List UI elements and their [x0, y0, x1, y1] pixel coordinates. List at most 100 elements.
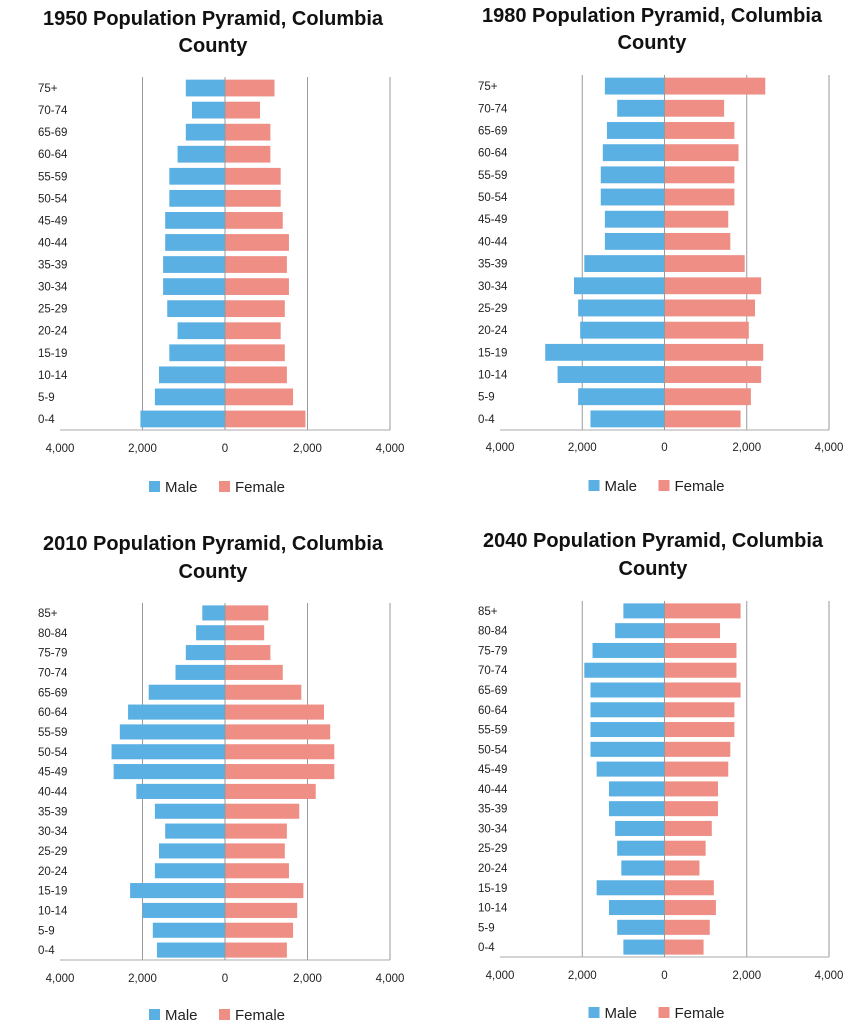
- age-group-label: 50-54: [478, 192, 508, 204]
- age-group-label: 75+: [478, 81, 498, 93]
- female-bar: [664, 232, 731, 250]
- chart-legend: Male Female: [588, 1005, 725, 1022]
- female-bar: [225, 366, 287, 384]
- male-bar: [615, 820, 665, 836]
- female-bar: [664, 122, 735, 139]
- male-bar: [623, 603, 665, 619]
- age-group-label: 45-49: [478, 214, 507, 226]
- male-bar: [608, 900, 665, 916]
- female-bar: [664, 741, 731, 757]
- male-bar: [621, 860, 665, 876]
- chart-title-line: County: [179, 35, 249, 57]
- female-bar: [664, 366, 762, 383]
- age-group-label: 60-64: [478, 705, 508, 717]
- age-group-label: 20-24: [478, 325, 508, 337]
- female-bar: [225, 410, 306, 428]
- x-tick-label: 4,000: [486, 442, 515, 454]
- x-tick-label: 4,000: [376, 443, 405, 455]
- age-group-label: 0-4: [478, 942, 495, 954]
- x-tick-label: 4,000: [46, 443, 75, 455]
- female-bar: [664, 682, 741, 698]
- female-bar: [664, 820, 712, 836]
- female-bar: [664, 343, 764, 361]
- age-group-label: 0-4: [38, 414, 55, 426]
- age-group-label: 50-54: [478, 744, 508, 756]
- male-bar: [111, 744, 225, 760]
- x-tick-label: 4,000: [486, 970, 515, 982]
- female-bar: [664, 144, 739, 162]
- female-bar: [225, 278, 289, 295]
- age-group-label: 5-9: [478, 392, 495, 404]
- female-bar: [225, 942, 287, 958]
- male-bar: [154, 863, 225, 879]
- male-bar: [163, 278, 225, 295]
- age-group-label: 25-29: [38, 846, 67, 858]
- chart-title-line: County: [618, 32, 688, 54]
- legend-label-female: Female: [675, 1005, 725, 1022]
- age-group-label: 65-69: [478, 125, 507, 137]
- age-group-label: 10-14: [38, 905, 68, 917]
- age-group-label: 70-74: [478, 665, 508, 677]
- age-group-label: 30-34: [478, 281, 508, 293]
- age-group-label: 65-69: [38, 127, 67, 139]
- female-bar: [664, 801, 718, 817]
- x-tick-label: 0: [661, 970, 667, 982]
- x-tick-label: 4,000: [376, 973, 405, 985]
- female-bar: [225, 300, 285, 318]
- age-group-label: 45-49: [38, 767, 67, 779]
- male-bar: [169, 344, 225, 362]
- female-bar: [664, 880, 714, 896]
- legend-swatch-male: [588, 480, 600, 491]
- female-bar: [225, 645, 271, 661]
- age-group-label: 55-59: [38, 727, 67, 739]
- female-bar: [664, 188, 735, 206]
- male-bar: [165, 823, 225, 839]
- male-bar: [617, 99, 665, 117]
- age-group-label: 80-84: [38, 628, 68, 640]
- male-bar: [196, 625, 225, 641]
- age-group-label: 30-34: [38, 282, 68, 294]
- chart-title-line: 1950 Population Pyramid, Columbia: [43, 8, 384, 30]
- male-bar: [608, 781, 665, 797]
- male-bar: [154, 803, 225, 819]
- female-bar: [225, 922, 294, 938]
- male-bar: [136, 783, 225, 799]
- age-group-label: 25-29: [478, 303, 507, 315]
- male-bar: [580, 321, 665, 339]
- legend-label-male: Male: [605, 1005, 638, 1022]
- age-group-label: 70-74: [38, 105, 68, 117]
- female-bar: [225, 724, 331, 740]
- male-bar: [617, 919, 665, 935]
- age-group-label: 20-24: [38, 326, 68, 338]
- x-tick-label: 2,000: [128, 973, 157, 985]
- female-bar: [225, 783, 316, 799]
- male-bar: [167, 300, 225, 318]
- female-bar: [664, 603, 741, 619]
- male-bar: [159, 366, 225, 384]
- female-bar: [664, 761, 729, 777]
- age-group-label: 15-19: [478, 883, 507, 895]
- male-bar: [113, 764, 225, 780]
- population-pyramid-chart-1: 1950 Population Pyramid, Columbia County 4…: [38, 8, 404, 496]
- male-bar: [615, 623, 665, 639]
- male-bar: [608, 801, 665, 817]
- female-bar: [225, 704, 324, 720]
- female-bar: [664, 939, 704, 955]
- age-group-label: 55-59: [478, 725, 507, 737]
- age-group-label: 35-39: [478, 804, 507, 816]
- chart-legend: Male Female: [149, 1007, 285, 1024]
- female-bar: [225, 843, 285, 859]
- chart-title-line: County: [179, 561, 249, 583]
- legend-label-female: Female: [675, 478, 725, 495]
- male-bar: [163, 256, 225, 273]
- x-tick-label: 2,000: [732, 442, 761, 454]
- age-group-label: 85+: [38, 608, 58, 620]
- female-bar: [664, 299, 755, 317]
- female-bar: [225, 322, 281, 340]
- legend-swatch-female: [219, 1009, 230, 1020]
- x-tick-label: 2,000: [568, 970, 597, 982]
- legend-label-female: Female: [235, 1007, 285, 1024]
- female-bar: [664, 623, 721, 639]
- age-group-label: 55-59: [38, 171, 67, 183]
- female-bar: [225, 256, 287, 273]
